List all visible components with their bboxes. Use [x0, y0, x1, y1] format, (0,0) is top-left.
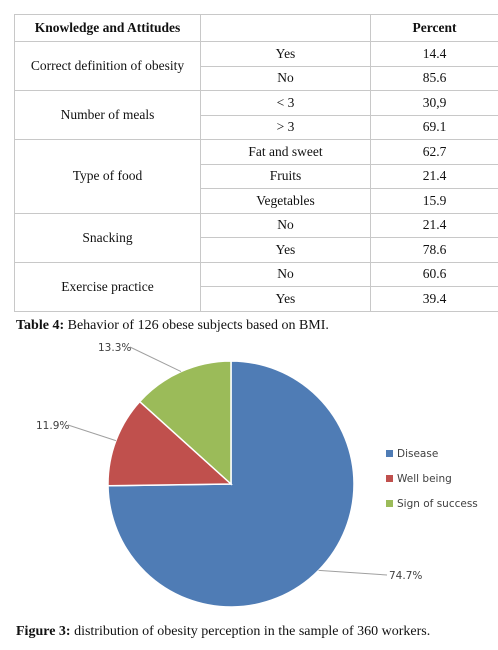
data-label-leader-line — [67, 424, 117, 442]
percent-cell: 62.7 — [370, 139, 498, 165]
table-caption: Table 4: Behavior of 126 obese subjects … — [16, 318, 329, 334]
figure-caption-text: distribution of obesity perception in th… — [70, 624, 431, 639]
table-row: Vegetables 15.9 — [15, 188, 498, 214]
option-cell: Fruits — [200, 163, 371, 189]
percent-cell: 14.4 — [370, 41, 498, 67]
percent-cell: 78.6 — [370, 237, 498, 263]
percent-cell: 69.1 — [370, 114, 498, 140]
table-row: No 85.6 — [15, 65, 498, 91]
option-cell: Yes — [200, 286, 371, 312]
header-option — [200, 14, 371, 42]
table-row: Type of food Fat and sweet 62.7 — [14, 139, 498, 214]
option-cell: Fat and sweet — [200, 139, 371, 165]
group-label: Number of meals — [14, 90, 201, 140]
pie-slice-well-being — [107, 400, 233, 487]
pie-slice-sign-of-success — [138, 360, 232, 486]
option-cell: < 3 — [200, 90, 371, 116]
table-row: Snacking No 21.4 — [14, 212, 498, 263]
table-header-row: Knowledge and Attitudes Percent — [14, 14, 498, 42]
table-row: Number of meals < 3 30,9 — [14, 90, 498, 140]
figure-caption-label: Figure 3: — [16, 624, 71, 639]
legend-entry: Well being — [397, 473, 452, 485]
table-row: Exercise practice No 60.6 — [14, 261, 498, 312]
percent-cell: 60.6 — [370, 261, 498, 287]
option-cell: Yes — [200, 237, 371, 263]
percent-cell: 21.4 — [370, 163, 498, 189]
legend-swatch — [386, 475, 393, 482]
table-caption-label: Table 4: — [16, 318, 65, 333]
group-label: Type of food — [14, 139, 201, 214]
legend-entry: Disease — [397, 448, 438, 460]
data-label: 74.7% — [389, 570, 422, 582]
group-label: Correct definition of obesity — [14, 41, 201, 91]
pie-chart-figure: 74.7% 11.9% 13.3% Disease Well being Sign of … — [14, 338, 498, 618]
data-label: 11.9% — [36, 420, 69, 432]
percent-cell: 15.9 — [370, 188, 498, 214]
option-cell: No — [200, 261, 371, 287]
pie-chart: 74.7% 11.9% 13.3% Disease Well being Sign of … — [36, 342, 478, 608]
figure-caption: Figure 3: distribution of obesity percep… — [16, 624, 430, 640]
header-knowledge: Knowledge and Attitudes — [14, 14, 201, 42]
option-cell: No — [200, 65, 371, 91]
group-label: Snacking — [14, 212, 201, 263]
table-row: Fruits 21.4 — [15, 163, 498, 189]
percent-cell: 85.6 — [370, 65, 498, 91]
data-label-leader-line — [129, 346, 182, 373]
legend-entry: Sign of success — [397, 498, 478, 510]
percent-cell: 39.4 — [370, 286, 498, 312]
behavior-table: Knowledge and Attitudes Percent Correct … — [14, 14, 498, 312]
option-cell: Yes — [200, 41, 371, 67]
data-label-leader-line — [318, 569, 388, 576]
group-label: Exercise practice — [14, 261, 201, 312]
header-percent: Percent — [370, 14, 498, 42]
legend-swatch — [386, 450, 393, 457]
table-row: Correct definition of obesity Yes 14.4 — [14, 41, 498, 91]
percent-cell: 21.4 — [370, 212, 498, 238]
option-cell: No — [200, 212, 371, 238]
option-cell: > 3 — [200, 114, 371, 140]
data-label: 13.3% — [98, 342, 131, 354]
table-row: Yes 78.6 — [15, 237, 498, 263]
table-row: Yes 39.4 — [15, 286, 498, 312]
option-cell: Vegetables — [200, 188, 371, 214]
table-caption-text: Behavior of 126 obese subjects based on … — [64, 318, 329, 333]
legend-swatch — [386, 500, 393, 507]
percent-cell: 30,9 — [370, 90, 498, 116]
